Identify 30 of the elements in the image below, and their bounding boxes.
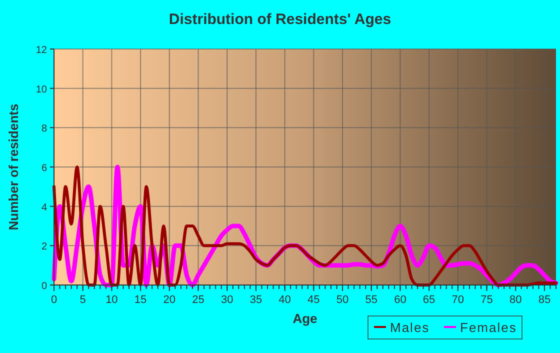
x-tick-label: 20: [163, 294, 176, 306]
x-tick-label: 50: [336, 294, 349, 306]
x-axis-title: Age: [292, 311, 318, 326]
x-tick-label: 0: [50, 294, 58, 306]
x-tick-label: 45: [308, 294, 320, 306]
legend-label: Females: [460, 320, 517, 335]
x-tick-label: 10: [106, 294, 118, 306]
x-tick-label: 70: [452, 294, 464, 306]
x-tick-label: 15: [134, 294, 147, 306]
x-tick-label: 85: [538, 294, 551, 306]
x-tick-label: 30: [220, 294, 234, 306]
y-tick-label: 6: [41, 163, 48, 174]
x-tick-label: 80: [509, 294, 522, 306]
chart-title: Distribution of Residents' Ages: [168, 11, 392, 28]
y-tick-label: 10: [36, 84, 48, 96]
y-tick-label: 12: [36, 45, 48, 56]
x-tick-label: 5: [80, 294, 86, 306]
x-tick-label: 55: [365, 294, 378, 306]
y-tick-label: 2: [41, 242, 48, 253]
x-tick-label: 65: [422, 294, 436, 306]
x-tick-label: 75: [480, 294, 493, 306]
legend-label: Males: [390, 320, 430, 335]
x-tick-label: 35: [250, 294, 262, 306]
y-axis-title: Number of residents: [6, 104, 21, 230]
y-tick-label: 4: [41, 202, 48, 214]
y-tick-label: 0: [41, 281, 48, 292]
x-tick-label: 60: [394, 294, 406, 306]
y-tick-label: 8: [41, 124, 48, 135]
x-tick-label: 40: [278, 294, 291, 306]
x-tick-label: 25: [192, 294, 204, 306]
